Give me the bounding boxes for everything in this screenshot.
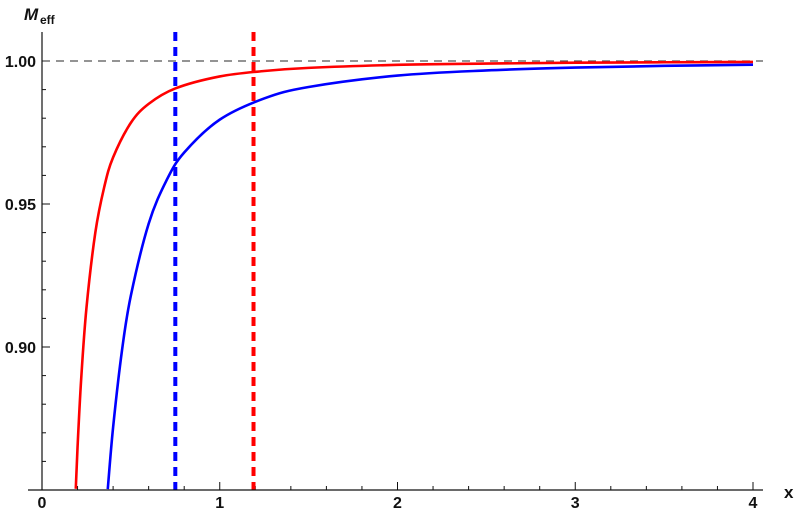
y-axis-label-subscript: eff [40,13,56,27]
y-tick-label: 0.95 [5,197,36,214]
x-tick-label: 4 [749,495,758,512]
y-tick-label: 1.00 [5,54,36,71]
x-tick-label: 1 [215,495,224,512]
series-line [106,63,754,490]
x-axis-label: x [784,483,794,502]
x-tick-label: 3 [571,495,580,512]
y-axis-label: M [24,5,39,24]
y-tick-label: 0.90 [5,340,36,357]
x-tick-label: 0 [38,495,47,512]
series-line [74,60,754,489]
x-tick-label: 2 [393,495,402,512]
